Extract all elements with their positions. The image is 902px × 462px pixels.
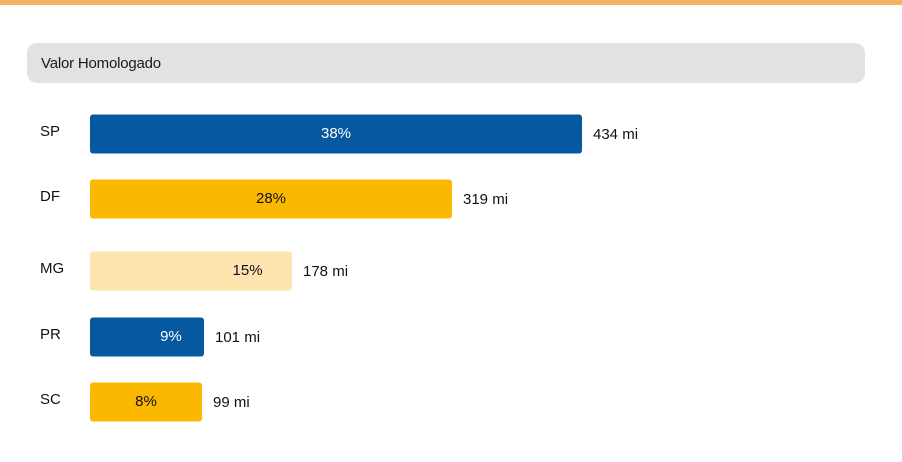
chart-header: Valor Homologado bbox=[27, 43, 865, 83]
percent-label-mg: 15% bbox=[233, 262, 263, 279]
chart-title: Valor Homologado bbox=[41, 54, 161, 72]
category-label-sc: SC bbox=[40, 391, 61, 408]
category-label-df: DF bbox=[40, 188, 60, 205]
bar-sc bbox=[90, 382, 202, 422]
value-label-mg: 178 mi bbox=[303, 263, 348, 280]
value-label-sc: 99 mi bbox=[213, 394, 250, 411]
value-label-sp: 434 mi bbox=[593, 126, 638, 143]
bar-df bbox=[90, 179, 452, 219]
percent-label-sc: 8% bbox=[135, 393, 157, 410]
value-label-pr: 101 mi bbox=[215, 329, 260, 346]
category-label-mg: MG bbox=[40, 260, 64, 277]
percent-label-sp: 38% bbox=[321, 125, 351, 142]
category-label-pr: PR bbox=[40, 326, 61, 343]
bar-sp bbox=[90, 114, 582, 154]
percent-label-df: 28% bbox=[256, 190, 286, 207]
percent-label-pr: 9% bbox=[160, 328, 182, 345]
bar-mg bbox=[90, 251, 292, 291]
category-label-sp: SP bbox=[40, 123, 60, 140]
value-label-df: 319 mi bbox=[463, 191, 508, 208]
top-accent-bar bbox=[0, 0, 902, 5]
bar-pr bbox=[90, 317, 204, 357]
